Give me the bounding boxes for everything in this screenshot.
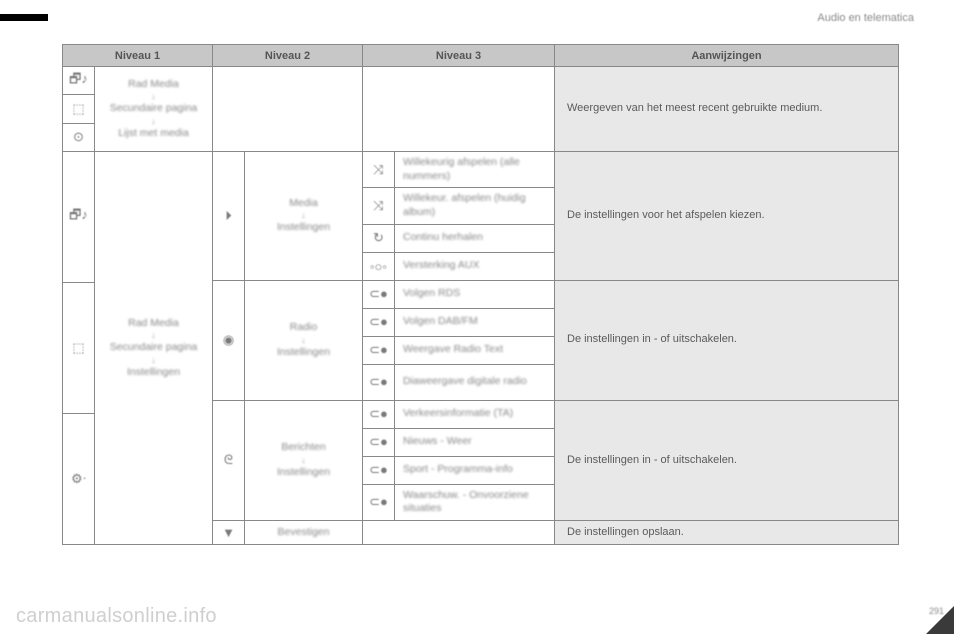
niveau2-path: Media ↓ Instellingen bbox=[253, 197, 354, 235]
arrow-down-icon: ↓ bbox=[301, 211, 306, 220]
page-section-title: Audio en telematica bbox=[817, 12, 914, 24]
option-label: Nieuws - Weer bbox=[395, 428, 555, 456]
media-icon: 🗗♪ bbox=[69, 70, 88, 92]
page-icon: ⬚ bbox=[72, 340, 84, 356]
toggle-icon: ⊂● bbox=[369, 406, 388, 422]
empty-cell bbox=[363, 67, 555, 152]
arrow-down-icon: ↓ bbox=[151, 331, 156, 340]
niveau2-path: Berichten ↓ Instellingen bbox=[253, 441, 354, 479]
path-label: Instellingen bbox=[277, 466, 330, 480]
shuffle-icon: ⤨ bbox=[373, 198, 383, 214]
media-icon: 🗗♪ bbox=[69, 206, 88, 228]
table-header-row: Niveau 1 Niveau 2 Niveau 3 Aanwijzingen bbox=[63, 45, 899, 67]
messages-icon: ᘓ bbox=[224, 452, 233, 468]
toggle-icon: ⊂● bbox=[369, 494, 388, 510]
path-label: Lijst met media bbox=[118, 127, 189, 141]
arrow-down-icon: ↓ bbox=[151, 117, 156, 126]
arrow-down-icon: ↓ bbox=[151, 92, 156, 101]
col-header-niveau2: Niveau 2 bbox=[213, 45, 363, 67]
top-left-bar bbox=[0, 14, 48, 21]
path-label: Rad Media bbox=[128, 317, 179, 331]
confirm-label: Bevestigen bbox=[245, 520, 363, 544]
option-label: Waarschuw. - Onvoorziene situaties bbox=[395, 484, 555, 520]
toggle-icon: ⊂● bbox=[369, 286, 388, 302]
path-label: Radio bbox=[290, 321, 317, 335]
option-label: Continu herhalen bbox=[395, 224, 555, 252]
aux-icon: ◦○◦ bbox=[370, 259, 387, 274]
path-label: Secundaire pagina bbox=[110, 102, 198, 116]
toggle-icon: ⊂● bbox=[369, 342, 388, 358]
guide-text: De instellingen in - of uitschakelen. bbox=[555, 280, 899, 400]
col-header-niveau1: Niveau 1 bbox=[63, 45, 213, 67]
settings-table: Niveau 1 Niveau 2 Niveau 3 Aanwijzingen … bbox=[62, 44, 898, 545]
settings-icon: ⚙ᐧ bbox=[71, 471, 86, 487]
confirm-icon: ▼ bbox=[222, 525, 235, 540]
path-label: Media bbox=[289, 197, 318, 211]
option-label: Volgen DAB/FM bbox=[395, 308, 555, 336]
corner-triangle-icon bbox=[926, 606, 954, 634]
list-icon: ⊙ bbox=[73, 129, 84, 145]
option-label: Volgen RDS bbox=[395, 280, 555, 308]
niveau1-path: Rad Media ↓ Secundaire pagina ↓ Instelli… bbox=[103, 317, 204, 380]
repeat-icon: ↻ bbox=[373, 230, 384, 246]
path-label: Instellingen bbox=[127, 366, 180, 380]
guide-text: De instellingen voor het afspelen kiezen… bbox=[555, 152, 899, 281]
play-icon: ⏵ bbox=[225, 208, 232, 224]
toggle-icon: ⊂● bbox=[369, 434, 388, 450]
table-row: 🗗♪ ⬚ ⊙ Rad Media ↓ Secundaire pagina ↓ L… bbox=[63, 67, 899, 152]
guide-text: De instellingen opslaan. bbox=[555, 520, 899, 544]
niveau1-path: Rad Media ↓ Secundaire pagina ↓ Lijst me… bbox=[103, 78, 204, 141]
option-label: Versterking AUX bbox=[395, 252, 555, 280]
arrow-down-icon: ↓ bbox=[301, 336, 306, 345]
option-label: Diaweergave digitale radio bbox=[395, 364, 555, 400]
path-label: Instellingen bbox=[277, 221, 330, 235]
toggle-icon: ⊂● bbox=[369, 462, 388, 478]
toggle-icon: ⊂● bbox=[369, 374, 388, 390]
arrow-down-icon: ↓ bbox=[151, 356, 156, 365]
guide-text: Weergeven van het meest recent gebruikte… bbox=[555, 67, 899, 152]
arrow-down-icon: ↓ bbox=[301, 456, 306, 465]
path-label: Rad Media bbox=[128, 78, 179, 92]
col-header-aanwijzingen: Aanwijzingen bbox=[555, 45, 899, 67]
page-icon: ⬚ bbox=[72, 101, 84, 117]
guide-text: De instellingen in - of uitschakelen. bbox=[555, 400, 899, 520]
table-row: 🗗♪ ⬚ ⚙ᐧ Rad Media ↓ Secundaire pagina ↓ … bbox=[63, 152, 899, 188]
radio-icon: ◉ bbox=[223, 332, 234, 348]
path-label: Instellingen bbox=[277, 346, 330, 360]
option-label: Willekeur. afspelen (huidig album) bbox=[395, 188, 555, 224]
col-header-niveau3: Niveau 3 bbox=[363, 45, 555, 67]
option-label: Willekeurig afspelen (alle nummers) bbox=[395, 152, 555, 188]
option-label: Weergave Radio Text bbox=[395, 336, 555, 364]
shuffle-icon: ⤨ bbox=[373, 162, 383, 178]
path-label: Berichten bbox=[281, 441, 325, 455]
option-label: Verkeersinformatie (TA) bbox=[395, 400, 555, 428]
page-corner: 291 bbox=[920, 600, 954, 634]
empty-cell bbox=[363, 520, 555, 544]
option-label: Sport - Programma-info bbox=[395, 456, 555, 484]
path-label: Secundaire pagina bbox=[110, 341, 198, 355]
niveau2-path: Radio ↓ Instellingen bbox=[253, 321, 354, 359]
toggle-icon: ⊂● bbox=[369, 314, 388, 330]
watermark: carmanualsonline.info bbox=[16, 605, 217, 628]
empty-cell bbox=[213, 67, 363, 152]
